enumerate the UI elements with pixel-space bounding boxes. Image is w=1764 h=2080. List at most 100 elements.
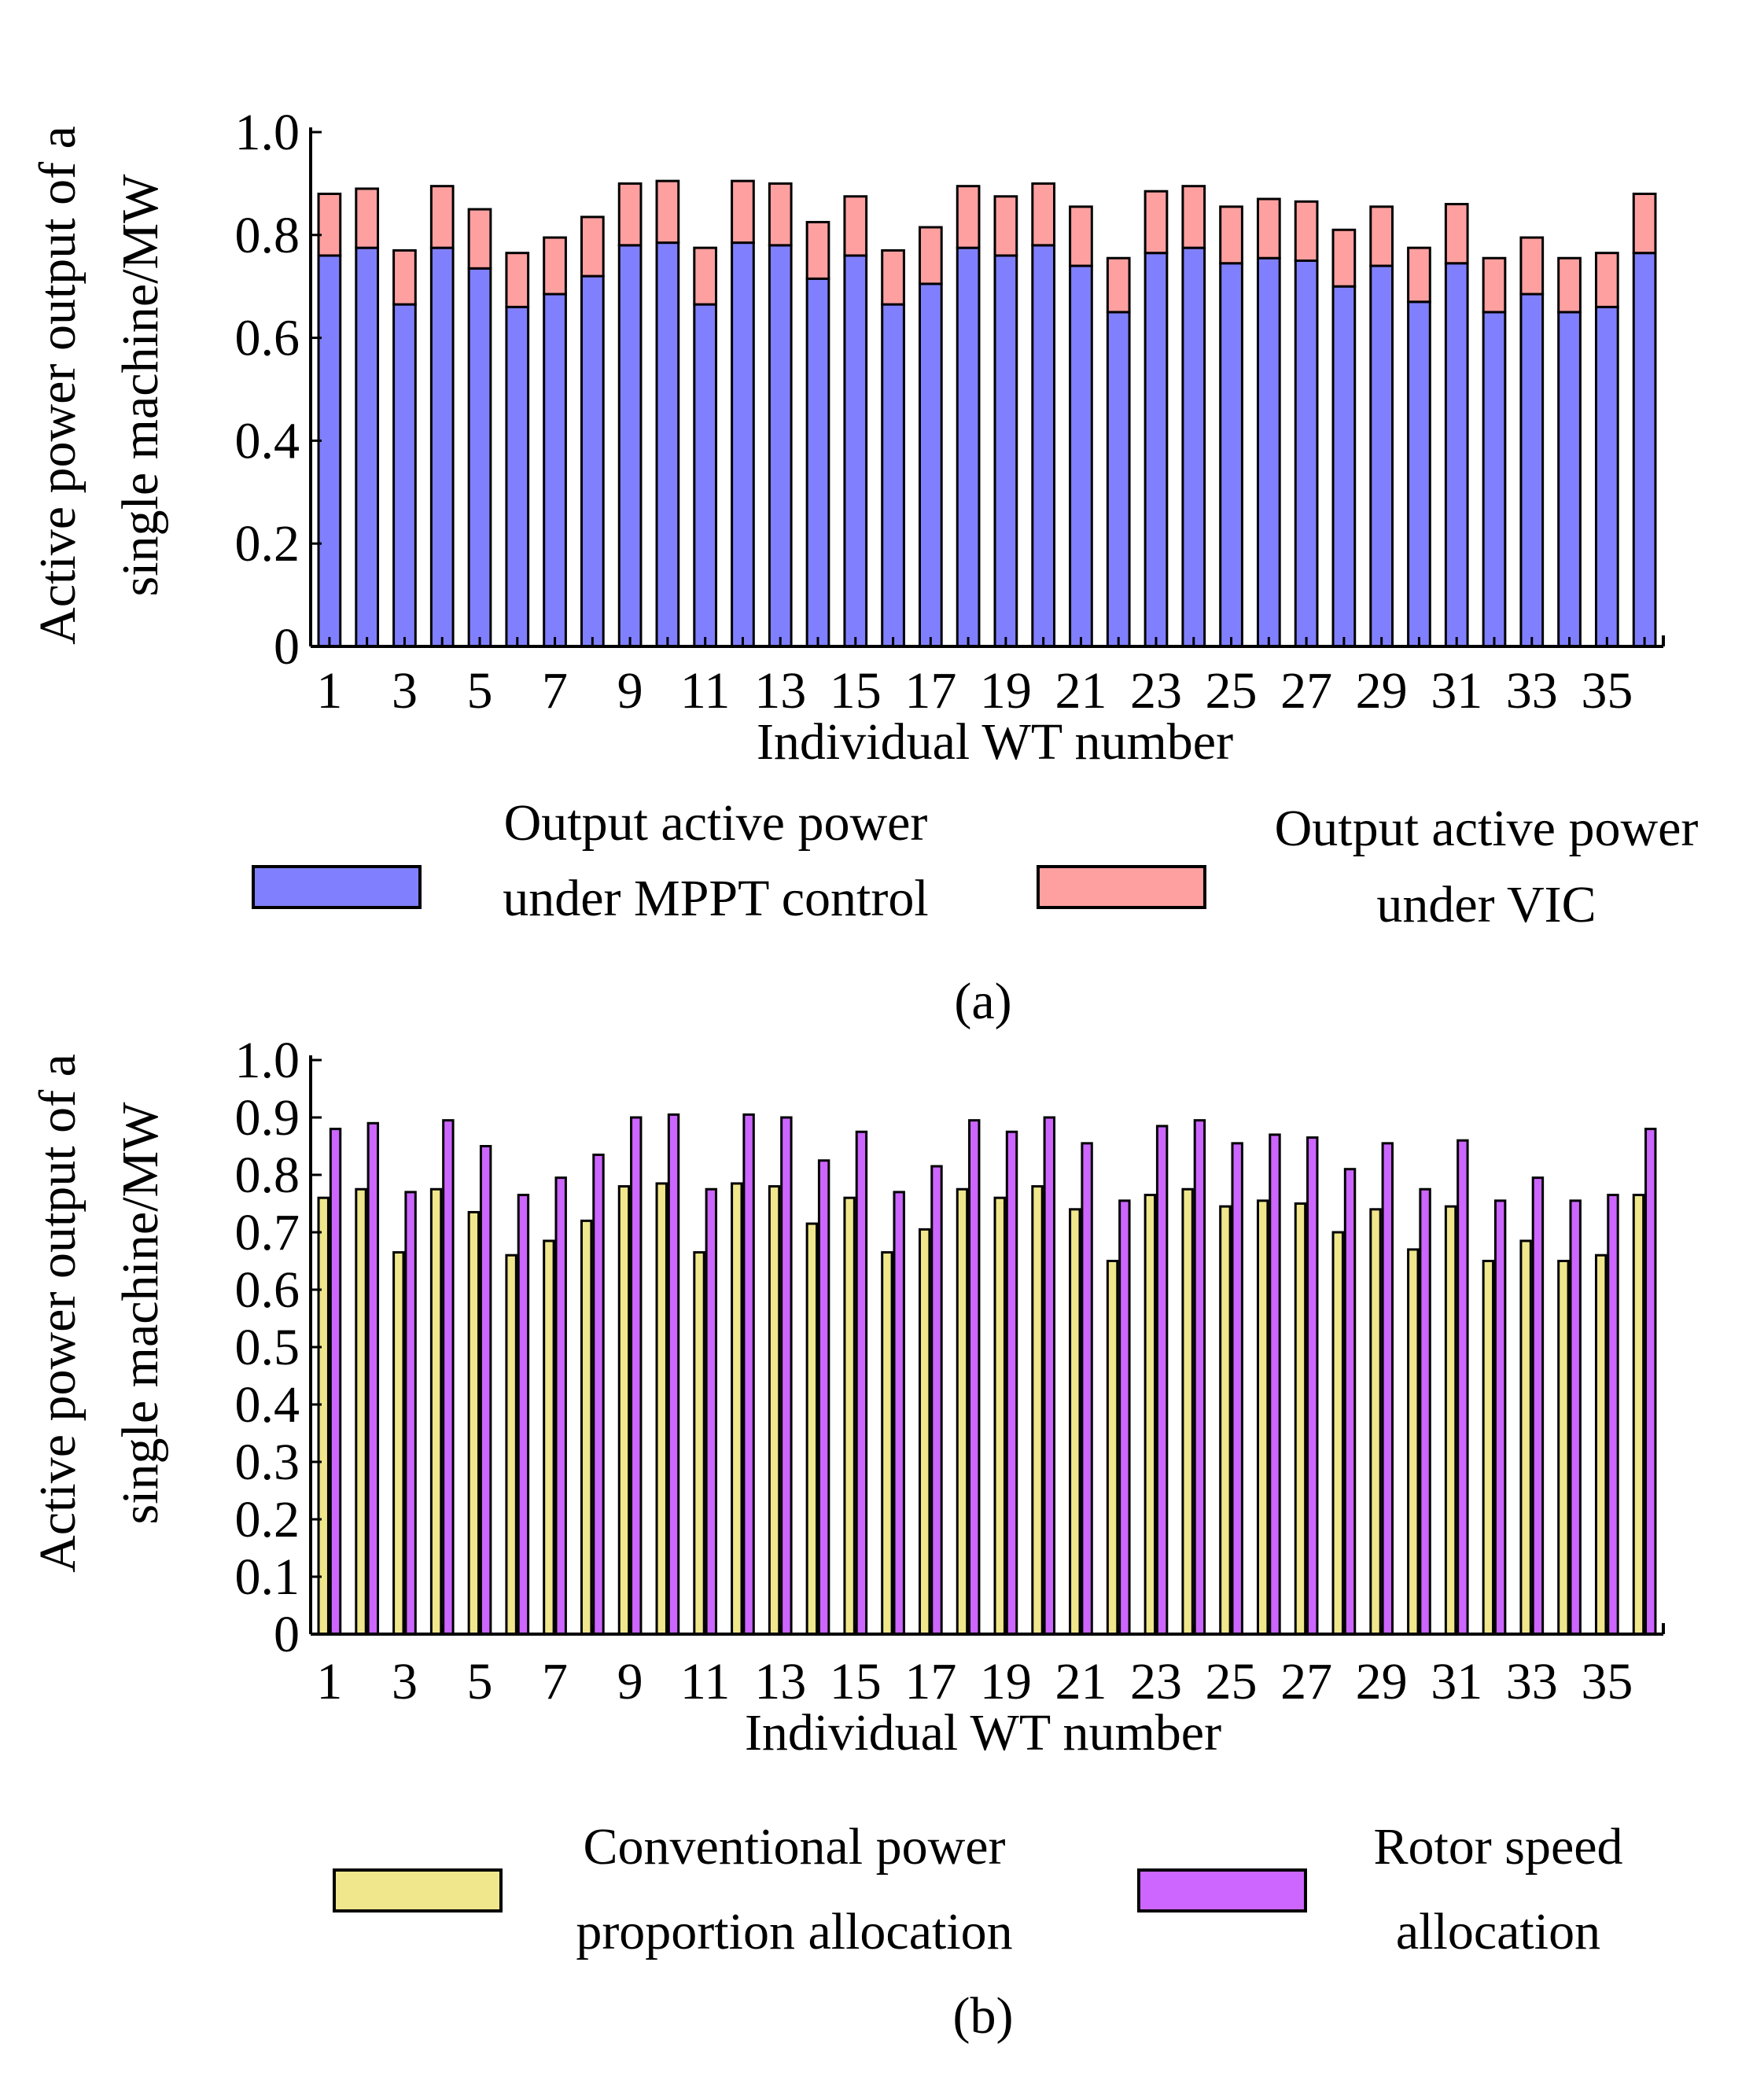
bar-mppt-wt8 [580, 274, 605, 648]
x-tick-label: 5 [467, 1653, 493, 1710]
bar-rotor-wt17 [930, 1165, 943, 1636]
bar-vic-wt9 [617, 182, 643, 247]
bar-rotor-wt25 [1231, 1142, 1243, 1636]
bar-conventional-wt9 [617, 1185, 631, 1636]
bar-mppt-wt24 [1181, 246, 1206, 648]
x-tick-label: 3 [392, 662, 418, 720]
bar-rotor-wt34 [1569, 1199, 1582, 1636]
bar-vic-wt29 [1369, 205, 1394, 267]
x-tick-label: 11 [680, 1653, 731, 1710]
bar-rotor-wt6 [517, 1194, 530, 1636]
bar-vic-wt3 [392, 248, 417, 306]
bar-vic-wt16 [881, 248, 905, 306]
bar-conventional-wt8 [580, 1219, 593, 1636]
bar-rotor-wt8 [592, 1153, 605, 1636]
bars [317, 179, 1657, 648]
bar-vic-wt6 [505, 252, 530, 308]
y-tick-label: 0.6 [235, 310, 300, 367]
y-tick-label: 0 [274, 1606, 300, 1663]
x-tick-label: 19 [980, 1653, 1032, 1710]
x-axis-title: Individual WT number [757, 713, 1233, 771]
x-tick-label: 3 [392, 1653, 418, 1710]
y-tick-label: 0.4 [235, 412, 300, 469]
bar-rotor-wt19 [1005, 1130, 1018, 1636]
bar-rotor-wt9 [630, 1116, 643, 1636]
bar-conventional-wt26 [1256, 1199, 1269, 1636]
bar-vic-wt11 [693, 246, 718, 306]
bar-conventional-wt31 [1444, 1205, 1457, 1636]
bar-conventional-wt18 [956, 1187, 969, 1636]
bar-mppt-wt3 [392, 303, 417, 648]
bar-vic-wt21 [1069, 205, 1093, 267]
y-tick-label: 0.4 [235, 1376, 300, 1434]
bar-mppt-wt10 [655, 241, 680, 648]
x-tick-label: 25 [1206, 1653, 1258, 1710]
bar-rotor-wt30 [1419, 1187, 1431, 1636]
x-tick-label: 1 [316, 1653, 342, 1710]
bar-rotor-wt26 [1269, 1133, 1281, 1636]
bar-mppt-wt34 [1557, 311, 1582, 648]
bar-vic-wt36 [1632, 192, 1657, 255]
bar-rotor-wt21 [1081, 1142, 1093, 1636]
bar-vic-wt22 [1106, 256, 1131, 314]
bar-mppt-wt6 [505, 305, 530, 648]
x-tick-label: 11 [680, 662, 731, 720]
bar-rotor-wt29 [1381, 1142, 1394, 1636]
bar-conventional-wt5 [467, 1210, 481, 1636]
x-tick-label: 27 [1280, 662, 1332, 720]
y-tick-label: 0.2 [235, 1491, 300, 1548]
y-axis-title-line: Active power output of a [29, 1054, 87, 1573]
x-tick-label: 13 [754, 662, 806, 720]
bar-vic-wt7 [543, 236, 567, 296]
bar-mppt-wt23 [1143, 252, 1169, 648]
bar-conventional-wt35 [1594, 1254, 1607, 1636]
bar-rotor-wt18 [968, 1119, 981, 1636]
y-axis-title-line: single machine/MW [112, 174, 169, 597]
x-tick-label: 17 [904, 1653, 956, 1710]
bar-rotor-wt16 [893, 1191, 905, 1636]
y-tick-label: 0.5 [235, 1319, 300, 1376]
legend-label: Conventional power [583, 1818, 1005, 1876]
bar-vic-wt23 [1143, 190, 1169, 255]
bar-mppt-wt36 [1632, 252, 1657, 648]
bar-mppt-wt12 [731, 241, 755, 648]
y-tick-label: 0.1 [235, 1548, 300, 1606]
bar-vic-wt26 [1256, 197, 1281, 260]
bar-vic-wt25 [1219, 205, 1243, 265]
bar-conventional-wt4 [429, 1187, 443, 1636]
caption: (b) [953, 1987, 1014, 2045]
legend-label: under MPPT control [503, 870, 928, 927]
bar-vic-wt15 [843, 195, 868, 257]
bar-mppt-wt19 [993, 254, 1018, 648]
bar-conventional-wt22 [1106, 1260, 1119, 1636]
bar-mppt-wt25 [1219, 262, 1243, 648]
bar-rotor-wt36 [1644, 1128, 1657, 1636]
bar-vic-wt35 [1594, 252, 1619, 308]
y-tick-label: 0.9 [235, 1089, 300, 1147]
bar-vic-wt2 [355, 187, 380, 249]
y-tick-label: 0.8 [235, 207, 300, 264]
bar-vic-wt12 [731, 179, 755, 245]
bar-rotor-wt31 [1456, 1139, 1469, 1636]
bar-mppt-wt17 [918, 282, 943, 648]
caption: (a) [954, 973, 1011, 1030]
bar-mppt-wt31 [1444, 262, 1469, 648]
bar-conventional-wt17 [918, 1228, 931, 1636]
bar-rotor-wt5 [479, 1145, 492, 1636]
bar-rotor-wt27 [1306, 1136, 1319, 1636]
bar-conventional-wt32 [1482, 1260, 1495, 1636]
bar-mppt-wt27 [1294, 260, 1319, 648]
bar-mppt-wt4 [429, 246, 455, 648]
bar-conventional-wt3 [392, 1251, 405, 1636]
bar-rotor-wt24 [1193, 1119, 1206, 1636]
bar-mppt-wt9 [617, 244, 643, 648]
bar-conventional-wt27 [1294, 1202, 1307, 1636]
bar-rotor-wt14 [817, 1159, 830, 1636]
x-tick-label: 1 [316, 662, 342, 720]
legend-swatch [1037, 865, 1206, 909]
bar-vic-wt8 [580, 215, 605, 278]
bar-vic-wt1 [317, 192, 342, 257]
bar-rotor-wt4 [442, 1119, 455, 1636]
x-tick-label: 15 [830, 1653, 882, 1710]
